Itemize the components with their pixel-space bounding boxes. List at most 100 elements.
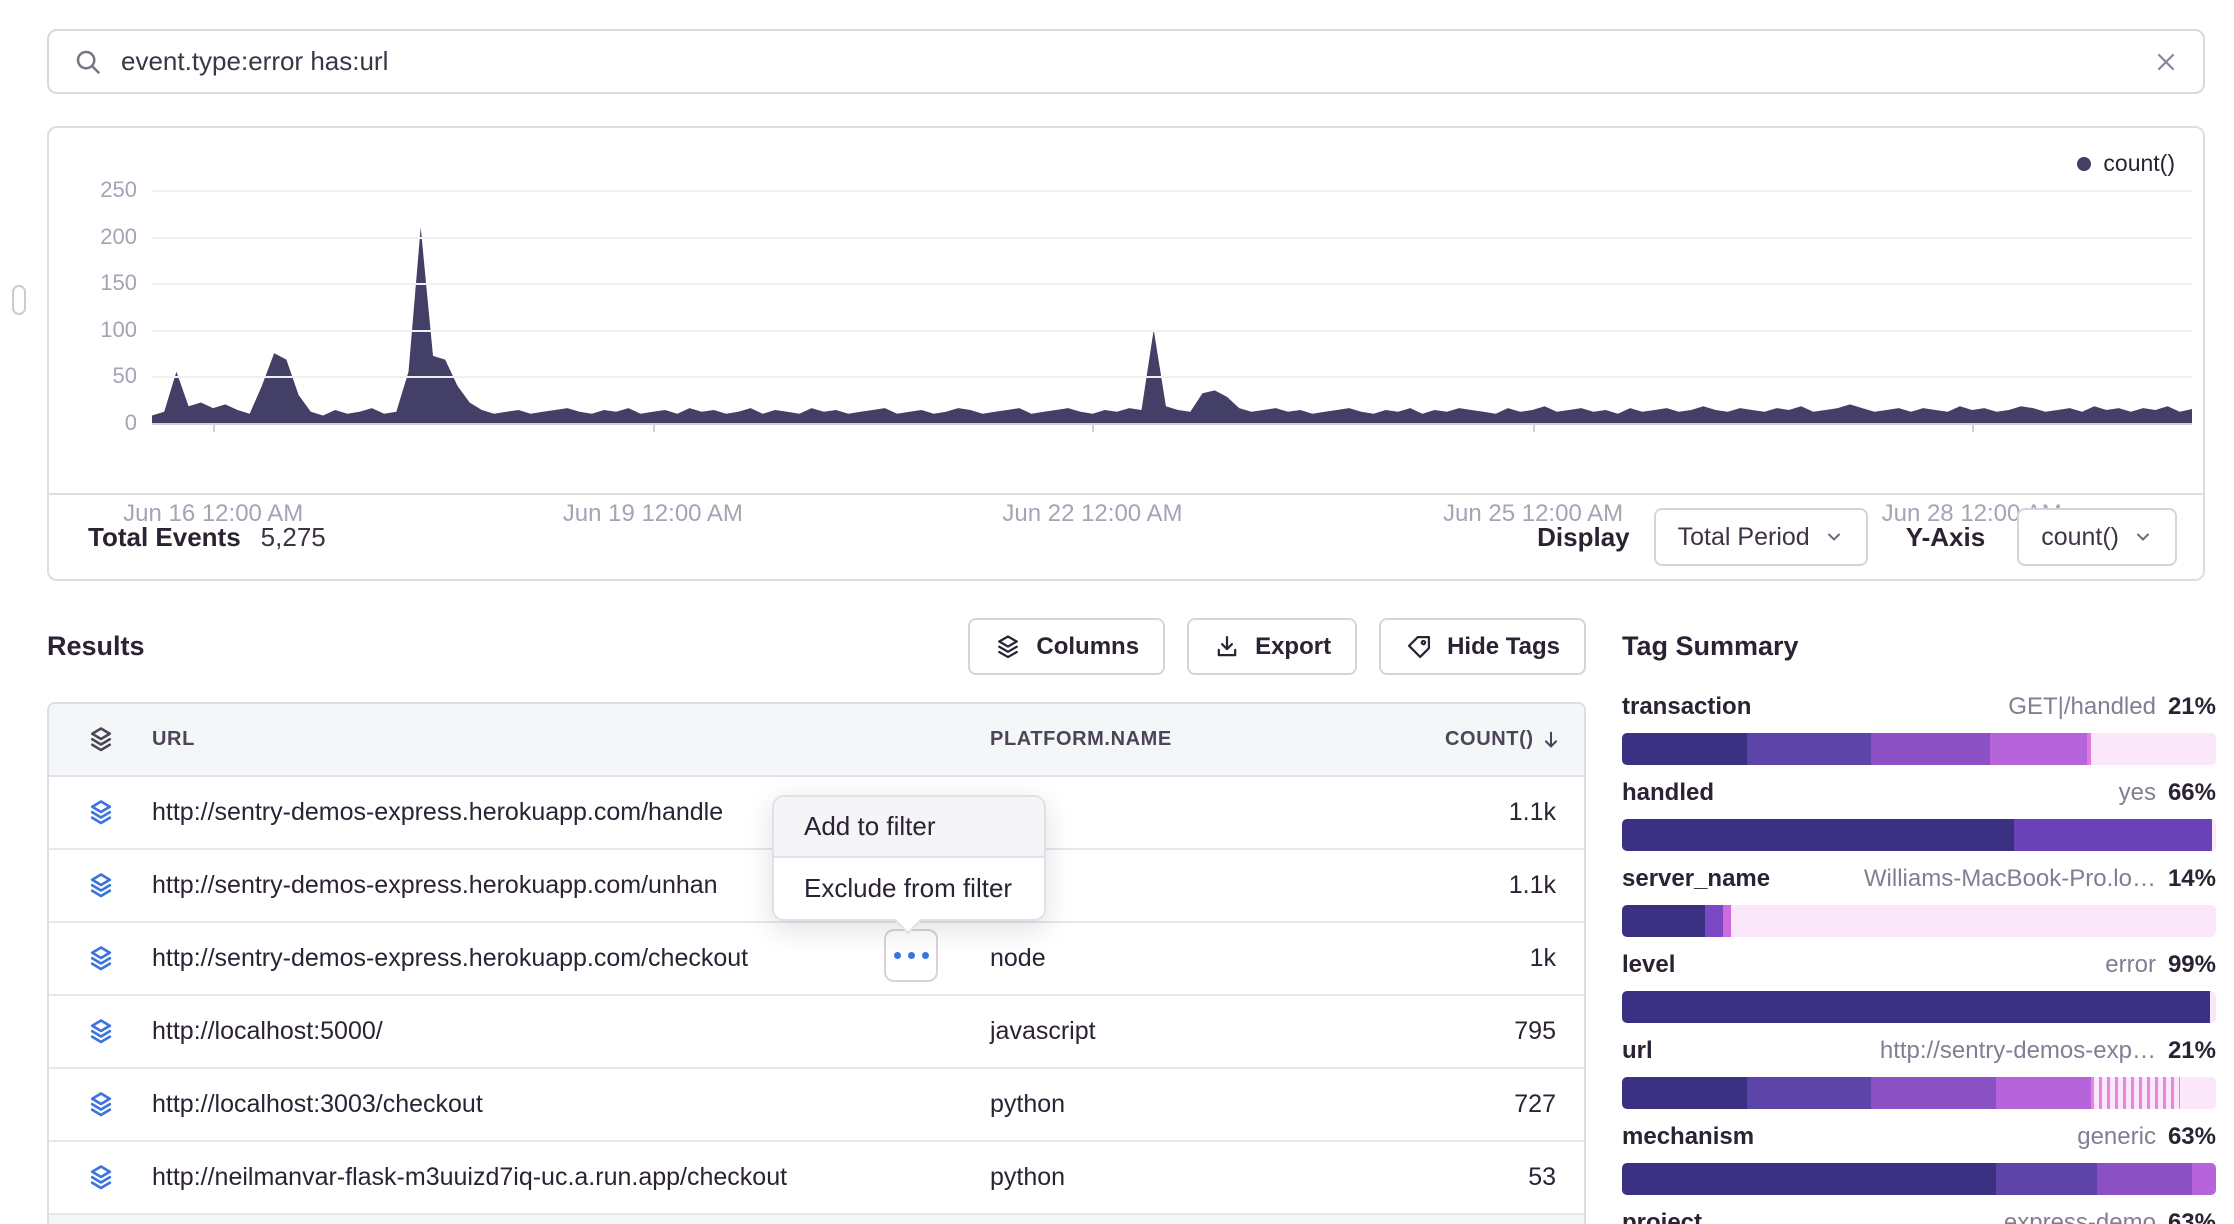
y-tick-label: 0 [49,412,137,434]
cell-count[interactable]: 1.1k [1445,798,1584,827]
display-dropdown[interactable]: Total Period [1654,508,1868,566]
stack-icon [86,871,116,901]
tag-bar-segment[interactable] [2212,819,2216,851]
y-tick-label: 150 [49,272,137,294]
y-axis-dropdown[interactable]: count() [2017,508,2177,566]
tag-bar-segment[interactable] [2091,1077,2180,1109]
tag-name: transaction [1622,693,1751,721]
tag-bar-segment[interactable] [1622,1077,1747,1109]
tag-percentage: 21% [2168,693,2216,721]
tag-bar-segment[interactable] [1622,905,1705,937]
tag-bar-segment[interactable] [1747,1077,1872,1109]
cell-url[interactable]: http://localhost:5000/ [152,1017,990,1046]
tag-percentage: 21% [2168,1037,2216,1065]
menu-item-add-to-filter[interactable]: Add to filter [774,797,1044,858]
stack-icon [86,944,116,974]
area-chart[interactable] [152,190,2192,423]
tag-bar-segment[interactable] [1622,733,1747,765]
table-row[interactable]: http://sentry-demos-express.herokuapp.co… [49,923,1584,996]
tag-row-transaction: transaction GET|/handled 21% [1622,693,2216,765]
table-row[interactable]: http://neilmanvar-flask-m3uuizd7iq-uc.a.… [49,1142,1584,1215]
tag-distribution-bar[interactable] [1622,991,2216,1023]
tag-bar-segment[interactable] [2210,991,2216,1023]
tag-bar-segment[interactable] [2180,1077,2216,1109]
row-stack-cell[interactable] [49,1163,152,1193]
row-stack-cell[interactable] [49,871,152,901]
tag-distribution-bar[interactable] [1622,733,2216,765]
search-bar[interactable]: event.type:error has:url [47,29,2205,94]
chart-legend[interactable]: count() [2077,150,2175,177]
hide-tags-button[interactable]: Hide Tags [1379,618,1586,675]
tag-row-handled: handledyes66% [1622,779,2216,851]
column-header-count[interactable]: COUNT() [1445,728,1586,751]
stack-icon [86,1017,116,1047]
cell-url[interactable]: http://localhost:3003/checkout [152,1090,990,1119]
columns-button[interactable]: Columns [968,618,1165,675]
table-footer-strip [49,1215,1584,1224]
table-row[interactable]: http://localhost:5000/javascript795 [49,996,1584,1069]
tag-bar-segment[interactable] [1622,1163,1996,1195]
tag-bar-segment[interactable] [1871,1077,1996,1109]
gridline [152,376,2192,378]
row-stack-cell[interactable] [49,944,152,974]
row-stack-cell[interactable] [49,798,152,828]
tag-distribution-bar[interactable] [1622,819,2216,851]
row-stack-cell[interactable] [49,1090,152,1120]
cell-count[interactable]: 727 [1445,1090,1584,1119]
cell-platform[interactable]: javascript [990,1017,1445,1046]
x-axis-tick [1972,423,1974,432]
total-events-value: 5,275 [261,522,326,553]
x-axis-line [152,423,2192,425]
tag-bar-segment[interactable] [1996,1077,2091,1109]
tag-top-value: express-demo [1722,1209,2156,1224]
cell-platform[interactable]: node [990,944,1445,973]
tag-distribution-bar[interactable] [1622,905,2216,937]
stack-column-header[interactable] [49,725,152,755]
tag-row-server_name: server_nameWilliams-MacBook-Pro.lo…14% [1622,865,2216,937]
search-input[interactable]: event.type:error has:url [121,46,2153,77]
tag-bar-segment[interactable] [1622,991,2210,1023]
tag-bar-segment[interactable] [1622,819,2014,851]
cell-actions-button[interactable] [884,929,938,982]
cell-count[interactable]: 1.1k [1445,871,1584,900]
tag-top-value: GET|/handled [1771,693,2156,721]
tag-bar-segment[interactable] [1731,905,2216,937]
cell-count[interactable]: 53 [1445,1163,1584,1192]
x-axis-tick [213,423,215,432]
tag-percentage: 66% [2168,779,2216,807]
tag-row-level: levelerror99% [1622,951,2216,1023]
row-stack-cell[interactable] [49,1017,152,1047]
tag-bar-segment[interactable] [1705,905,1723,937]
cell-platform[interactable]: python [990,1090,1445,1119]
column-header-url[interactable]: URL [152,728,990,751]
cell-url[interactable]: http://neilmanvar-flask-m3uuizd7iq-uc.a.… [152,1163,990,1192]
x-axis-tick [653,423,655,432]
tag-bar-segment[interactable] [2192,1163,2216,1195]
cell-count[interactable]: 795 [1445,1017,1584,1046]
tag-bar-segment[interactable] [2097,1163,2192,1195]
tag-bar-segment[interactable] [1747,733,1872,765]
tag-bar-segment[interactable] [1723,905,1731,937]
column-header-platform[interactable]: PLATFORM.NAME [990,728,1445,751]
y-axis-dropdown-value: count() [2041,523,2119,552]
cell-count[interactable]: 1k [1445,944,1584,973]
y-tick-label: 100 [49,319,137,341]
sidebar-drag-handle[interactable] [12,285,26,315]
tag-top-value: yes [1734,779,2156,807]
tag-distribution-bar[interactable] [1622,1077,2216,1109]
cell-platform[interactable]: python [990,1163,1445,1192]
export-button[interactable]: Export [1187,618,1357,675]
tag-bar-segment[interactable] [2014,819,2212,851]
cell-url[interactable]: http://sentry-demos-express.herokuapp.co… [152,944,990,973]
clear-search-button[interactable] [2153,49,2179,75]
results-header: Results Columns Export Hide Tags [47,618,1586,675]
area-series [152,190,2192,423]
tag-bar-segment[interactable] [1990,733,2087,765]
tag-name: mechanism [1622,1123,1754,1151]
gridline [152,190,2192,192]
tag-distribution-bar[interactable] [1622,1163,2216,1195]
table-row[interactable]: http://localhost:3003/checkoutpython727 [49,1069,1584,1142]
tag-bar-segment[interactable] [2091,733,2216,765]
tag-bar-segment[interactable] [1871,733,1990,765]
tag-bar-segment[interactable] [1996,1163,2097,1195]
